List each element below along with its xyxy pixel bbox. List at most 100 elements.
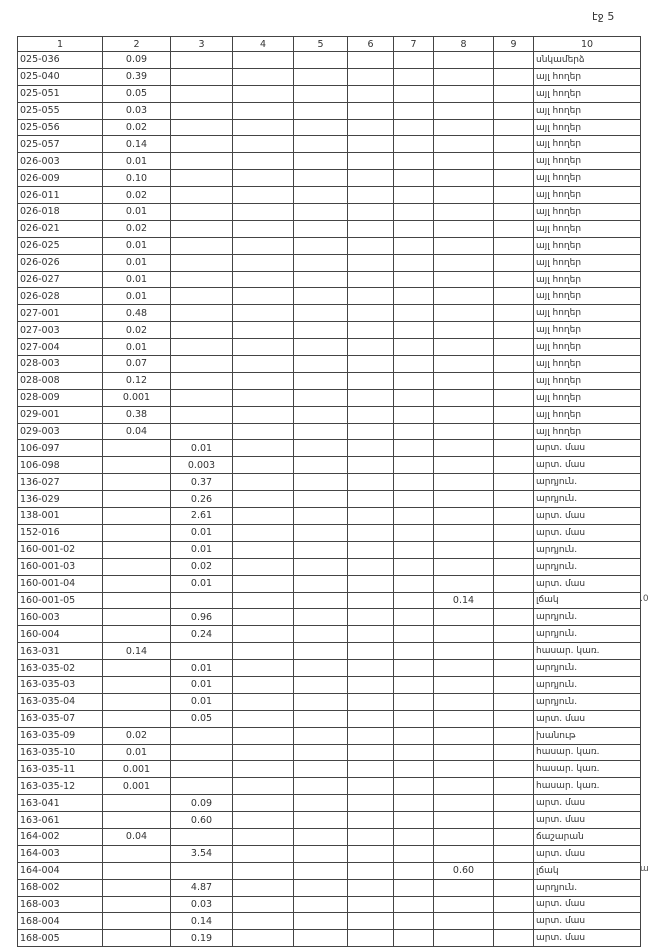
cell-c4	[232, 388, 294, 407]
cell-c2	[102, 574, 171, 593]
cell-c8	[433, 473, 494, 492]
cell-c6	[347, 304, 394, 323]
column-header-5: 5	[293, 36, 348, 52]
cell-c1: 163-035-12	[17, 777, 103, 796]
cell-c2	[102, 439, 171, 458]
cell-c2: 0.001	[102, 388, 171, 407]
cell-c1: 025-057	[17, 135, 103, 154]
table-row: 160-003 0.96 արդյուն.	[17, 608, 641, 627]
cell-c10: արդյուն.	[533, 540, 641, 559]
cell-c1: 026-003	[17, 152, 103, 171]
column-header-1: 1	[17, 36, 103, 52]
table-row: 163-035-02 0.01 արդյուն.	[17, 659, 641, 677]
cell-c3: 0.01	[170, 574, 233, 593]
cell-c5	[293, 912, 348, 931]
cell-c5	[293, 51, 348, 69]
column-header-6: 6	[347, 36, 394, 52]
cell-c2: 0.07	[102, 355, 171, 373]
cell-c7	[393, 794, 434, 813]
cell-c8	[433, 878, 494, 897]
cell-c7	[393, 219, 434, 238]
cell-c3	[170, 101, 233, 120]
cell-c8	[433, 304, 494, 323]
cell-c2: 0.01	[102, 287, 171, 306]
cell-c7	[393, 523, 434, 542]
cell-c6	[347, 912, 394, 931]
cell-c10: խանութ	[533, 726, 641, 745]
cell-c1: 168-002	[17, 878, 103, 897]
cell-c1: 028-008	[17, 371, 103, 390]
cell-c1: 028-003	[17, 355, 103, 373]
cell-c3: 0.26	[170, 490, 233, 509]
cell-c7	[393, 895, 434, 914]
cell-c6	[347, 67, 394, 86]
cell-c4	[232, 557, 294, 576]
cell-c6	[347, 388, 394, 407]
cell-c4	[232, 760, 294, 779]
cell-c2: 0.02	[102, 726, 171, 745]
cell-c1: 025-056	[17, 118, 103, 137]
cell-c8	[433, 827, 494, 846]
cell-c8	[433, 118, 494, 137]
cell-c7	[393, 236, 434, 255]
cell-c3: 0.24	[170, 625, 233, 644]
cell-c1: 026-028	[17, 287, 103, 306]
cell-c1: 160-004	[17, 625, 103, 644]
cell-c7	[393, 270, 434, 289]
cell-c7	[393, 844, 434, 863]
cell-c8	[433, 692, 494, 711]
cell-c3	[170, 135, 233, 154]
cell-c10: այլ հողեր	[533, 219, 641, 238]
cell-c10: արտ. մաս	[533, 574, 641, 593]
cell-c3	[170, 169, 233, 188]
cell-c2: 0.01	[102, 253, 171, 272]
table-row: 160-004 0.24 արդյուն.	[17, 625, 641, 644]
cell-c7	[393, 152, 434, 171]
cell-c2	[102, 591, 171, 610]
cell-c8	[433, 811, 494, 829]
cell-c1: 025-051	[17, 84, 103, 103]
cell-c4	[232, 186, 294, 205]
cell-c6	[347, 321, 394, 340]
cell-c3: 0.01	[170, 659, 233, 677]
cell-c7	[393, 557, 434, 576]
cell-c9	[493, 67, 534, 86]
cell-c4	[232, 895, 294, 914]
cell-c4	[232, 253, 294, 272]
table-row: 025-057 0.14 այլ հողեր	[17, 135, 641, 154]
cell-c8	[433, 642, 494, 661]
table-row: 136-029 0.26 արդյուն.	[17, 490, 641, 509]
cell-c6	[347, 135, 394, 154]
cell-c10: արտ. մաս	[533, 844, 641, 863]
table-row: 164-004 0.60 լճակ	[17, 861, 641, 880]
cell-c3: 3.54	[170, 844, 233, 863]
cell-c6	[347, 219, 394, 238]
cell-c9	[493, 523, 534, 542]
header-row: 1 2 3 4 5 6 7 8 9 10	[17, 36, 641, 52]
cell-c5	[293, 659, 348, 677]
cell-c1: 106-097	[17, 439, 103, 458]
cell-c7	[393, 861, 434, 880]
table-row: 029-001 0.38 այլ հողեր	[17, 405, 641, 424]
cell-c6	[347, 692, 394, 711]
cell-c4	[232, 355, 294, 373]
table-row: 025-055 0.03 այլ հողեր	[17, 101, 641, 120]
table-row: 160-001-02 0.01 արդյուն.	[17, 540, 641, 559]
cell-c4	[232, 878, 294, 897]
column-header-2: 2	[102, 36, 171, 52]
cell-c5	[293, 692, 348, 711]
cell-c1: 168-004	[17, 912, 103, 931]
cell-c3	[170, 152, 233, 171]
cell-c3	[170, 642, 233, 661]
table-row: 026-028 0.01 այլ հողեր	[17, 287, 641, 306]
table-row: 168-004 0.14 արտ. մաս	[17, 912, 641, 931]
column-header-7: 7	[393, 36, 434, 52]
cell-c7	[393, 777, 434, 796]
cell-c2	[102, 625, 171, 644]
table-row: 029-003 0.04 այլ հողեր	[17, 422, 641, 441]
cell-c6	[347, 574, 394, 593]
cell-c9	[493, 709, 534, 728]
cell-c3: 4.87	[170, 878, 233, 897]
cell-c3: 0.01	[170, 523, 233, 542]
cell-c7	[393, 405, 434, 424]
